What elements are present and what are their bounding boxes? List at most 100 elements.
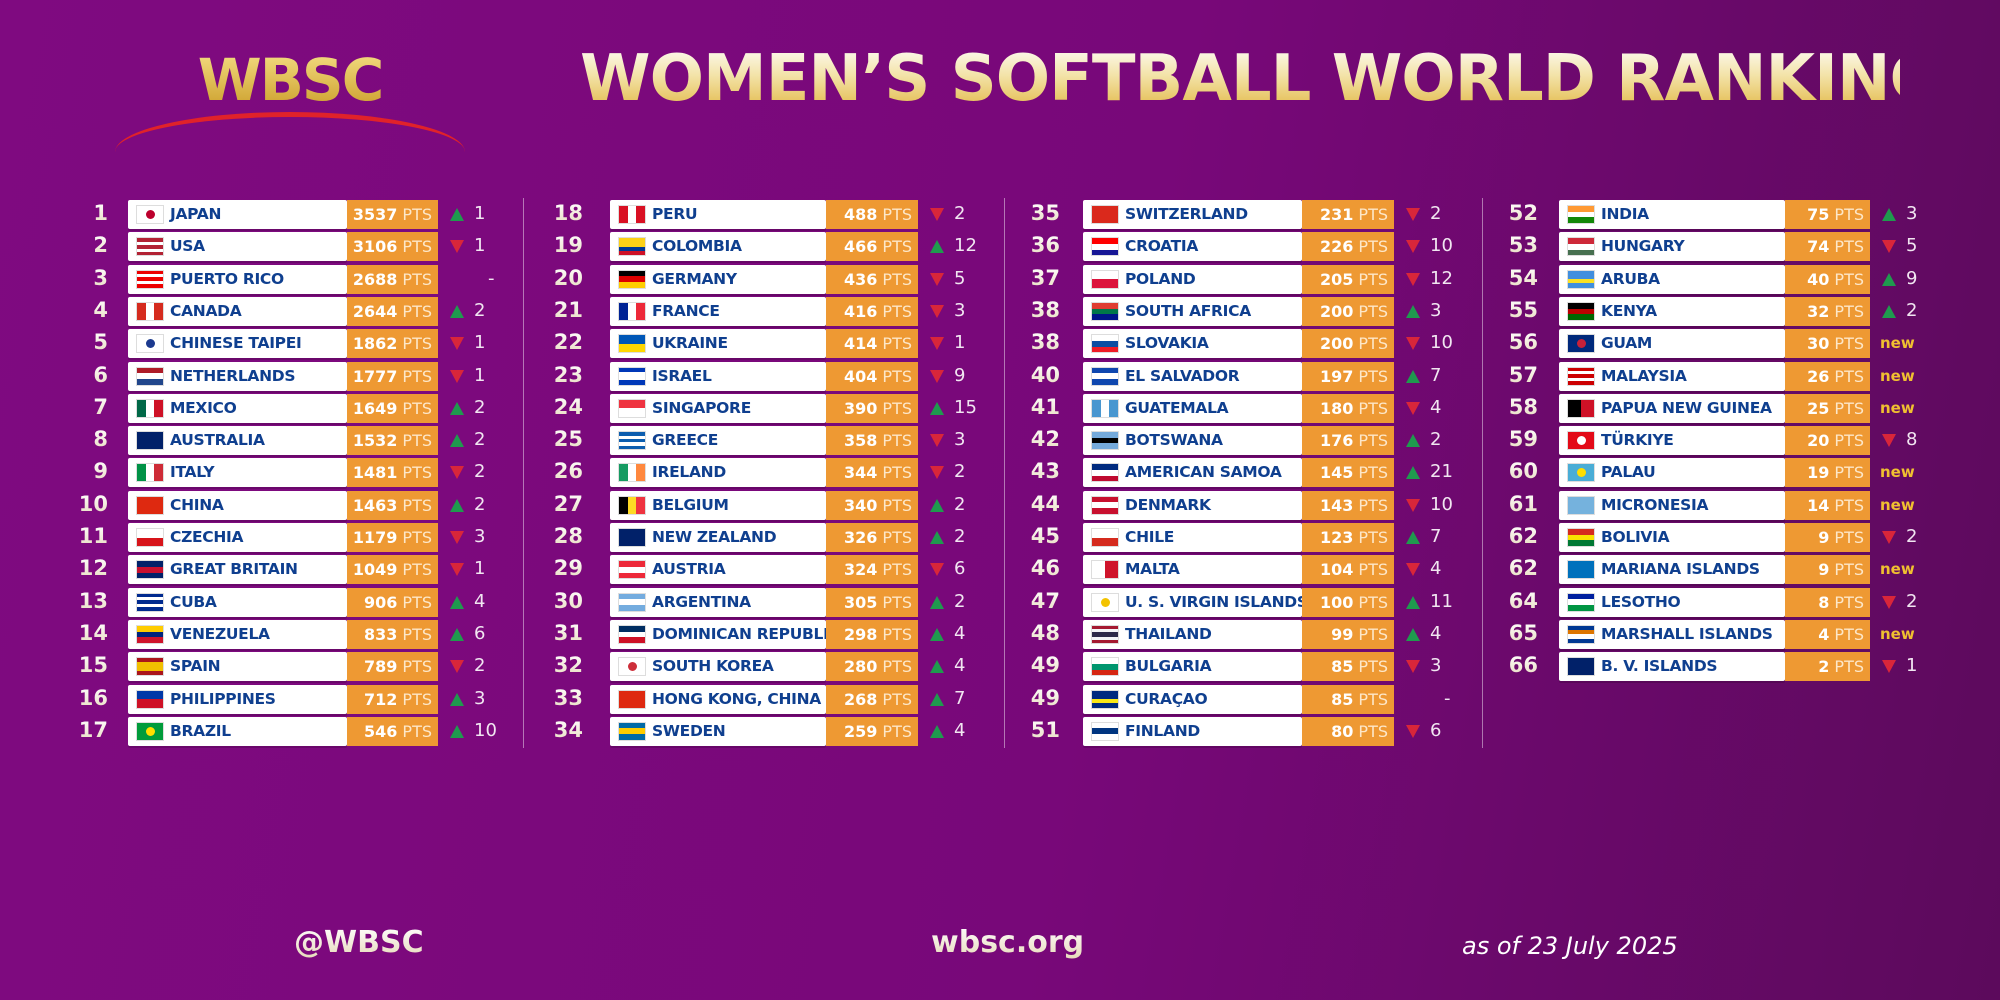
website-link[interactable]: wbsc.org <box>931 925 1085 960</box>
arrow-down-icon <box>450 369 464 383</box>
country-name: SLOVAKIA <box>1125 334 1209 353</box>
country-cell: SINGAPORE <box>610 393 826 423</box>
ranking-row: 4 CANADA 2644 PTS 2 <box>0 296 2000 326</box>
rank-change: new <box>1880 624 1915 643</box>
social-handle: @WBSC <box>294 925 424 960</box>
points-value: 358 <box>844 431 878 451</box>
points-unit: PTS <box>1358 528 1388 547</box>
points-unit: PTS <box>1358 398 1388 418</box>
rank-number: 3 <box>68 266 108 290</box>
rank-number: 33 <box>543 686 583 710</box>
flag-icon <box>1567 495 1595 515</box>
rank-change: - <box>488 267 495 289</box>
rank-change: 1 <box>474 558 486 580</box>
country-name: BULGARIA <box>1125 657 1212 676</box>
points-unit: PTS <box>1834 398 1864 418</box>
rank-number: 18 <box>543 201 583 225</box>
rank-number: 28 <box>543 524 583 548</box>
points-unit: PTS <box>1834 366 1864 386</box>
logo-swoosh <box>115 112 465 152</box>
points-value: 20 <box>1807 431 1830 451</box>
flag-icon <box>1091 269 1119 289</box>
country-name: MALAYSIA <box>1601 366 1687 385</box>
flag-icon <box>618 269 646 289</box>
country-cell: MICRONESIA <box>1559 490 1785 520</box>
country-cell: SOUTH AFRICA <box>1083 296 1302 326</box>
country-cell: MEXICO <box>128 393 347 423</box>
points-unit: PTS <box>882 237 912 257</box>
points-unit: PTS <box>402 624 432 644</box>
points-cell: 85 PTS <box>1302 652 1394 682</box>
rank-number: 30 <box>543 589 583 613</box>
ranking-row: 47 U. S. VIRGIN ISLANDS 100 PTS 11 <box>0 587 2000 617</box>
points-unit: PTS <box>882 657 912 677</box>
rank-change: 1 <box>474 332 486 354</box>
points-cell: 2688 PTS <box>347 264 438 294</box>
points-value: 3106 <box>352 237 398 257</box>
rank-change: 2 <box>954 590 966 612</box>
flag-icon <box>1091 528 1119 547</box>
rank-number: 9 <box>68 459 108 483</box>
ranking-row: 45 CHILE 123 PTS 7 <box>0 523 2000 552</box>
rank-change: 7 <box>954 687 966 709</box>
rank-number: 15 <box>68 653 108 677</box>
points-unit: PTS <box>882 560 912 580</box>
arrow-up-icon <box>450 304 464 318</box>
points-cell: 176 PTS <box>1302 426 1394 456</box>
country-name: MALTA <box>1125 560 1180 579</box>
arrow-up-icon <box>450 208 464 221</box>
country-name: FINLAND <box>1125 721 1200 740</box>
ranking-row: 3 PUERTO RICO 2688 PTS - <box>0 264 2000 294</box>
points-cell: 74 PTS <box>1785 232 1870 262</box>
country-name: THAILAND <box>1125 624 1212 643</box>
points-cell: 143 PTS <box>1302 490 1394 520</box>
flag-icon <box>618 205 646 224</box>
country-cell: LESOTHO <box>1559 587 1785 617</box>
country-cell: MALAYSIA <box>1559 361 1785 391</box>
flag-icon <box>618 657 646 677</box>
points-unit: PTS <box>1834 205 1864 224</box>
arrow-up-icon <box>450 692 464 706</box>
arrow-down-icon <box>1406 498 1420 512</box>
points-cell: 19 PTS <box>1785 458 1870 488</box>
points-cell: 268 PTS <box>826 684 918 714</box>
points-unit: PTS <box>402 689 432 709</box>
country-cell: TÜRKIYE <box>1559 426 1785 456</box>
points-unit: PTS <box>1358 431 1388 451</box>
points-value: 200 <box>1320 301 1354 321</box>
points-value: 75 <box>1807 205 1830 224</box>
country-cell: GUATEMALA <box>1083 393 1302 423</box>
country-name: CURAÇAO <box>1125 689 1208 708</box>
points-cell: 833 PTS <box>347 619 438 649</box>
country-cell: ARGENTINA <box>610 587 826 617</box>
rank-number: 1 <box>68 201 108 225</box>
rank-number: 32 <box>543 653 583 677</box>
flag-icon <box>618 237 646 257</box>
rank-change: 2 <box>474 655 486 677</box>
country-cell: EL SALVADOR <box>1083 361 1302 391</box>
flag-icon <box>618 301 646 321</box>
points-unit: PTS <box>882 366 912 386</box>
flag-icon <box>136 366 164 386</box>
points-cell: 1777 PTS <box>347 361 438 391</box>
ranking-row: 22 UKRAINE 414 PTS 1 <box>0 329 2000 359</box>
points-unit: PTS <box>1358 205 1388 224</box>
ranking-row: 29 AUSTRIA 324 PTS 6 <box>0 555 2000 585</box>
flag-icon <box>618 431 646 451</box>
arrow-down-icon <box>1406 563 1420 577</box>
flag-icon <box>136 592 164 612</box>
arrow-up-icon <box>1406 466 1420 480</box>
rank-change: 15 <box>954 396 977 418</box>
points-unit: PTS <box>402 398 432 418</box>
country-name: DENMARK <box>1125 495 1211 514</box>
points-unit: PTS <box>1358 301 1388 321</box>
country-cell: HONG KONG, CHINA <box>610 684 826 714</box>
country-name: POLAND <box>1125 269 1196 288</box>
points-value: 326 <box>844 528 878 547</box>
ranking-row: 7 MEXICO 1649 PTS 2 <box>0 393 2000 423</box>
arrow-up-icon <box>1406 627 1420 641</box>
country-cell: FINLAND <box>1083 716 1302 746</box>
rank-change: 1 <box>1906 655 1918 677</box>
country-cell: MARSHALL ISLANDS <box>1559 619 1785 649</box>
ranking-row: 54 ARUBA 40 PTS 9 <box>0 264 2000 294</box>
